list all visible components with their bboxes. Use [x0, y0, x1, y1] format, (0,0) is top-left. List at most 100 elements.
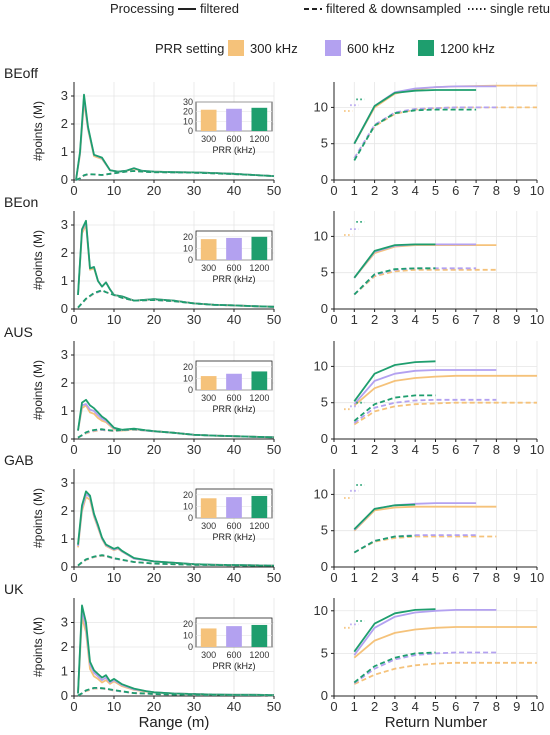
legend-linetype-label: filtered — [200, 1, 239, 16]
y-tick-label: 2 — [61, 375, 68, 390]
y-tick-label: 3 — [61, 615, 68, 630]
inset-bar — [251, 371, 268, 390]
x-tick-label: 30 — [187, 570, 201, 585]
x-tick-label: 10 — [107, 183, 121, 198]
x-tick-label: 20 — [147, 699, 161, 714]
inset-x-tick-label: 1200 — [249, 134, 269, 144]
return-series-line — [353, 374, 537, 407]
y-tick-label: 3 — [61, 88, 68, 103]
inset-x-axis-label: PRR (kHz) — [213, 661, 256, 671]
x-tick-label: 9 — [513, 183, 520, 198]
x-tick-label: 40 — [227, 183, 241, 198]
x-tick-label: 4 — [412, 312, 419, 327]
x-tick-label: 0 — [70, 699, 77, 714]
inset-y-tick-label: 0 — [188, 126, 193, 136]
inset-x-axis-label: PRR (kHz) — [213, 532, 256, 542]
x-tick-label: 4 — [412, 699, 419, 714]
x-tick-label: 5 — [432, 699, 439, 714]
x-tick-label: 40 — [227, 442, 241, 457]
x-tick-label: 10 — [530, 570, 544, 585]
x-tick-label: 50 — [267, 442, 281, 457]
y-tick-label: 2 — [61, 245, 68, 260]
x-tick-label: 0 — [330, 570, 337, 585]
y-axis-label: #points (M) — [31, 230, 45, 290]
return-series-line — [353, 651, 436, 684]
y-tick-label: 2 — [61, 116, 68, 131]
inset-bar — [200, 498, 217, 518]
panel-label: GAB — [4, 452, 34, 468]
x-tick-label: 8 — [493, 183, 500, 198]
return-series-line — [353, 106, 497, 159]
return-series-line — [353, 608, 436, 653]
x-tick-label: 0 — [330, 442, 337, 457]
range-series-line — [77, 604, 275, 696]
inset-x-tick-label: 1200 — [249, 263, 269, 273]
y-tick-label: 1 — [61, 664, 68, 679]
x-tick-label: 8 — [493, 699, 500, 714]
x-tick-label: 5 — [432, 312, 439, 327]
panel-label: AUS — [4, 324, 33, 340]
x-tick-label: 20 — [147, 442, 161, 457]
x-tick-label: 6 — [452, 183, 459, 198]
inset-x-tick-label: 300 — [201, 650, 216, 660]
inset-x-tick-label: 300 — [201, 263, 216, 273]
return-series-line — [353, 243, 436, 279]
x-tick-label: 5 — [432, 570, 439, 585]
x-tick-label: 30 — [187, 312, 201, 327]
legend-linetype-label: single returns — [490, 1, 550, 16]
inset-x-axis-label: PRR (kHz) — [213, 404, 256, 414]
y-tick-label: 1 — [61, 403, 68, 418]
x-tick-label: 6 — [452, 699, 459, 714]
y-tick-label: 1 — [61, 144, 68, 159]
y-tick-label: 0 — [321, 688, 328, 703]
legend-prr-title: PRR setting — [155, 41, 224, 56]
y-axis-label: #points (M) — [31, 488, 45, 548]
x-tick-label: 7 — [472, 442, 479, 457]
legend-prr-swatch — [228, 40, 244, 56]
x-tick-label: 50 — [267, 699, 281, 714]
panel-label: BEon — [4, 194, 38, 210]
x-tick-label: 3 — [391, 312, 398, 327]
legend-prr-label: 1200 kHz — [440, 41, 495, 56]
inset-bar — [226, 108, 242, 131]
inset-x-tick-label: 300 — [201, 521, 216, 531]
inset-bar — [200, 628, 217, 647]
x-tick-label: 10 — [107, 570, 121, 585]
return-series-line — [353, 106, 537, 159]
x-tick-label: 7 — [472, 570, 479, 585]
inset-x-tick-label: 600 — [226, 134, 241, 144]
return-series-line — [353, 534, 477, 554]
return-series-line — [353, 267, 436, 296]
x-tick-label: 7 — [472, 312, 479, 327]
legend-prr-label: 300 kHz — [250, 41, 298, 56]
return-series-line — [353, 84, 537, 145]
y-tick-label: 0 — [61, 301, 68, 316]
inset-y-tick-label: 20 — [183, 490, 193, 500]
return-series-line — [353, 505, 497, 532]
x-tick-label: 3 — [391, 442, 398, 457]
y-tick-label: 0 — [61, 172, 68, 187]
x-tick-label: 40 — [227, 699, 241, 714]
y-tick-label: 5 — [321, 523, 328, 538]
x-tick-label: 1 — [351, 699, 358, 714]
x-tick-label: 20 — [147, 183, 161, 198]
inset-x-tick-label: 1200 — [249, 650, 269, 660]
return-series-line — [353, 401, 537, 426]
y-tick-label: 10 — [314, 486, 328, 501]
x-tick-label: 0 — [70, 442, 77, 457]
inset-bar — [200, 376, 217, 390]
return-series-line — [353, 534, 416, 554]
return-series-line — [353, 108, 477, 161]
